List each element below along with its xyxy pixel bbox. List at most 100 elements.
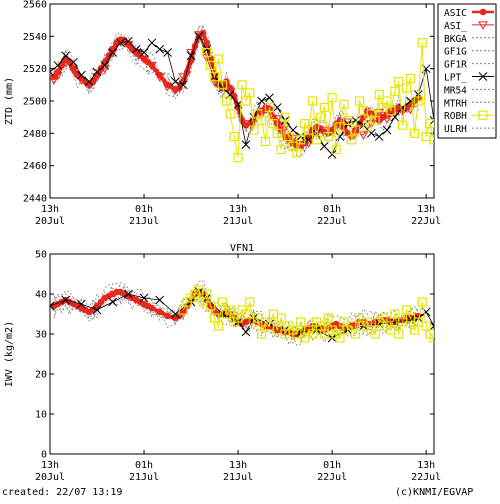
data-point-ROBH xyxy=(206,60,216,71)
data-point-LPT_ xyxy=(319,141,329,151)
data-point-ROBH xyxy=(256,329,267,339)
data-point-ROBH xyxy=(401,83,412,93)
data-point-ROBH xyxy=(390,86,400,96)
data-point-ROBH xyxy=(374,89,384,100)
data-point-ROBH xyxy=(256,115,267,126)
legend-entry-label: BKGA xyxy=(444,34,467,45)
legend-swatch-marker xyxy=(478,21,488,30)
data-point-LPT_ xyxy=(374,319,384,329)
x-tick-label: 21Jul xyxy=(223,216,253,227)
data-point-ROBH xyxy=(296,317,306,327)
data-point-LPT_ xyxy=(61,51,71,61)
legend-swatch-marker xyxy=(478,110,488,120)
plot-area xyxy=(50,24,434,163)
data-point-ROBH xyxy=(425,119,434,129)
created-timestamp: created: 22/07 13:19 xyxy=(2,487,123,498)
data-point-ROBH xyxy=(405,73,416,83)
data-point-ROBH xyxy=(370,115,380,126)
data-point-ROBH xyxy=(225,305,235,315)
data-point-ROBH xyxy=(409,128,420,138)
data-point-ROBH xyxy=(233,152,243,163)
data-point-LPT_ xyxy=(241,327,251,337)
x-tick-label: 21Jul xyxy=(129,216,159,227)
data-point-ASIC xyxy=(148,304,156,312)
data-point-ASI_ xyxy=(154,73,165,82)
x-tick-label: 13h xyxy=(229,460,247,471)
data-point-LPT_ xyxy=(155,295,165,305)
data-point-ROBH xyxy=(390,309,400,319)
data-point-ROBH xyxy=(260,136,271,147)
data-point-ROBH xyxy=(241,309,251,319)
x-tick-label: 01h xyxy=(135,460,153,471)
data-point-ROBH xyxy=(268,119,278,129)
x-tick-label: 13h xyxy=(417,460,435,471)
data-point-ROBH xyxy=(237,80,247,90)
data-point-ROBH xyxy=(315,112,325,122)
data-point-LPT_ xyxy=(124,289,133,299)
data-point-ROBH xyxy=(221,96,231,106)
data-point-ROBH xyxy=(284,131,294,142)
x-tick-label: 22Jul xyxy=(411,472,441,483)
data-point-ROBH xyxy=(417,297,427,307)
data-point-LPT_ xyxy=(76,70,86,80)
legend-entry-label: LPT_ xyxy=(444,73,467,84)
x-tick-label: 13h xyxy=(41,204,59,215)
data-point-LPT_ xyxy=(241,140,251,150)
data-point-ROBH xyxy=(429,333,434,343)
legend-swatch-marker xyxy=(479,8,487,16)
data-point-LPT_ xyxy=(374,132,384,141)
data-point-LPT_ xyxy=(218,83,227,93)
data-point-ROBH xyxy=(429,135,434,145)
data-point-ASIC xyxy=(164,312,171,320)
data-point-ROBH xyxy=(335,333,345,343)
data-point-LPT_ xyxy=(194,31,204,41)
data-point-ROBH xyxy=(202,289,212,299)
legend-entry-label: ASIC xyxy=(444,8,467,19)
data-point-ASI_ xyxy=(139,55,149,64)
x-tick-label: 13h xyxy=(417,204,435,215)
data-point-LPT_ xyxy=(171,309,180,319)
data-point-ROBH xyxy=(311,135,322,145)
data-point-LPT_ xyxy=(343,119,353,128)
data-point-ROBH xyxy=(307,96,318,106)
data-point-ROBH xyxy=(327,93,337,103)
data-point-ASI_ xyxy=(68,66,79,76)
x-tick-label: 22Jul xyxy=(411,216,441,227)
data-point-ROBH xyxy=(362,122,372,132)
y-axis-label: ZTD (mm) xyxy=(4,77,15,125)
data-point-ROBH xyxy=(209,72,220,82)
y-tick-label: 2560 xyxy=(23,0,47,11)
data-point-LPT_ xyxy=(76,299,86,309)
data-point-ROBH xyxy=(323,313,333,323)
data-point-ASI_ xyxy=(382,115,392,124)
data-point-LPT_ xyxy=(50,301,55,311)
x-tick-label: 22Jul xyxy=(317,472,347,483)
x-tick-label: 21Jul xyxy=(223,472,253,483)
y-tick-label: 2440 xyxy=(23,194,47,205)
data-point-ASI_ xyxy=(107,49,118,58)
data-point-ASI_ xyxy=(335,121,345,131)
x-tick-label: 13h xyxy=(229,204,247,215)
legend-entry-label: ASI_ xyxy=(444,21,467,32)
data-point-ROBH xyxy=(206,301,216,311)
data-point-ROBH xyxy=(245,297,255,307)
chart-title: VFN1 xyxy=(230,243,254,254)
data-point-LPT_ xyxy=(296,132,306,141)
data-point-LPT_ xyxy=(304,135,313,145)
data-point-LPT_ xyxy=(382,125,392,135)
data-point-LPT_ xyxy=(272,103,282,112)
data-point-LPT_ xyxy=(53,61,63,70)
data-point-LPT_ xyxy=(108,297,118,307)
legend-entry-label: GF1R xyxy=(444,60,467,71)
data-point-ROBH xyxy=(323,131,333,142)
data-point-ROBH xyxy=(249,125,259,135)
series-line-ROBH xyxy=(206,42,434,158)
legend-entry-label: ULRH xyxy=(444,124,467,135)
plot-area xyxy=(50,280,434,346)
data-point-ROBH xyxy=(292,148,302,158)
data-point-LPT_ xyxy=(147,38,157,48)
x-tick-label: 22Jul xyxy=(317,216,347,227)
